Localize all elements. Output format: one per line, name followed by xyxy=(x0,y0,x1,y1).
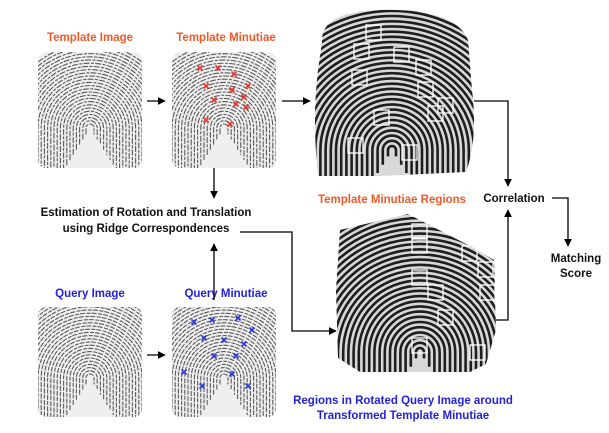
template-minutiae-label: Template Minutiae xyxy=(176,32,275,44)
arrow-template-regions-to-correlation xyxy=(474,101,508,186)
estimation-label-line1: Estimation of Rotation and Translation xyxy=(41,207,252,219)
query-regions-label-line2: Transformed Template Minutiae xyxy=(317,410,489,422)
query-image xyxy=(6,294,174,433)
query-minutiae-image xyxy=(140,294,308,433)
matching-score-label-line1: Matching xyxy=(551,253,601,265)
template-image-label: Template Image xyxy=(47,32,133,44)
query-minutiae-label: Query Minutiae xyxy=(184,288,267,300)
estimation-label-line2: using Ridge Correspondences xyxy=(63,223,230,235)
template-regions-label: Template Minutiae Regions xyxy=(318,194,466,206)
correlation-label: Correlation xyxy=(483,193,544,205)
arrow-query-regions-to-correlation xyxy=(496,210,508,320)
query-image-label: Query Image xyxy=(55,288,125,300)
arrow-correlation-to-matching-score xyxy=(552,198,568,246)
matching-score-label-line2: Score xyxy=(560,268,592,280)
query-regions-label-line1: Regions in Rotated Query Image around xyxy=(293,395,513,407)
region-box xyxy=(496,296,511,311)
